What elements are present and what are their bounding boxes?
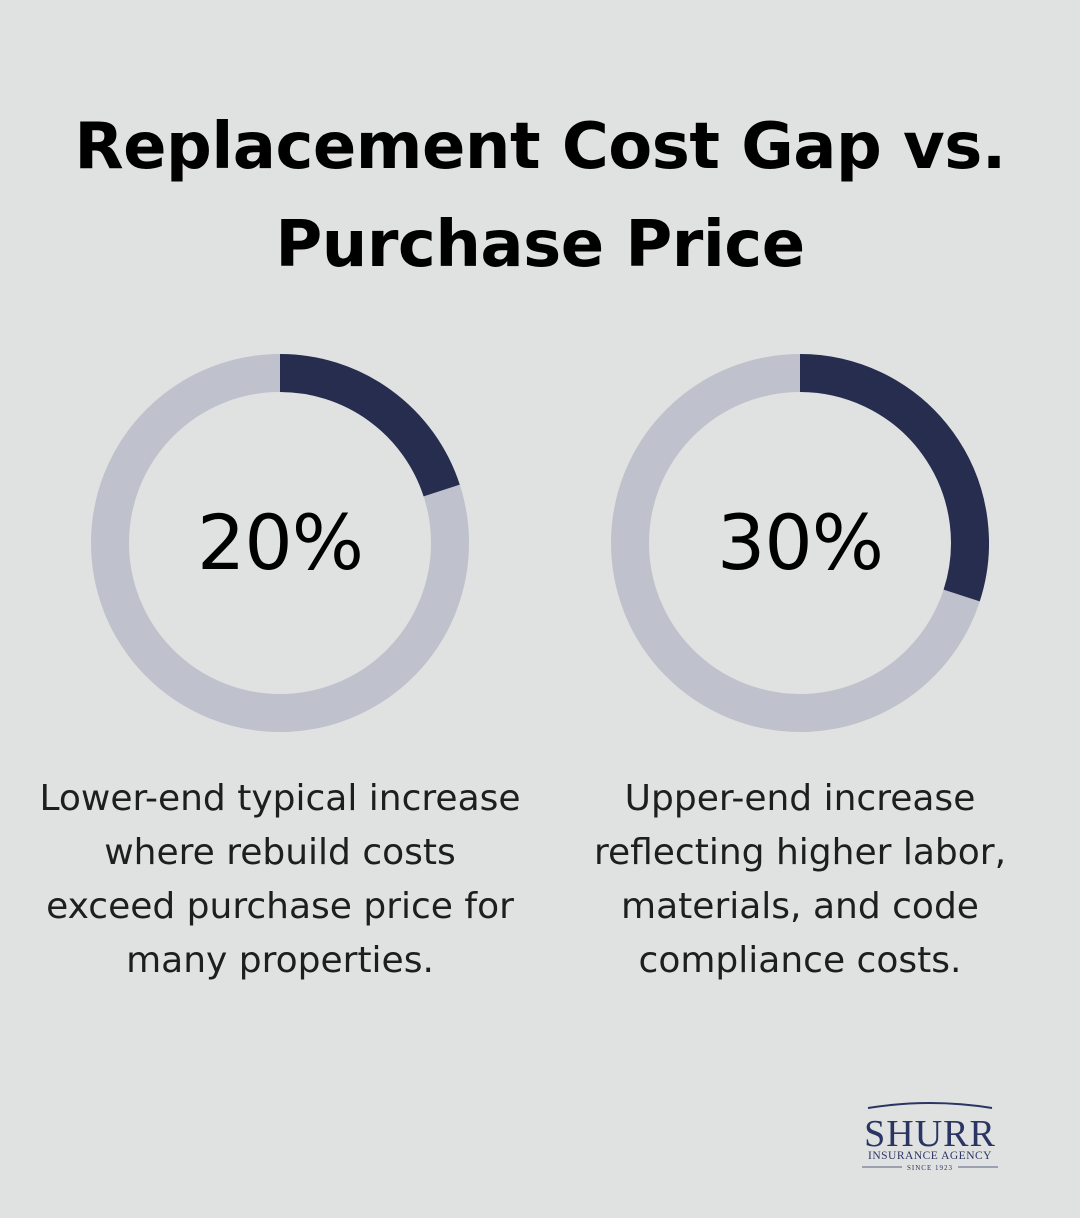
shurr-logo: SHURR INSURANCE AGENCY SINCE 1923 xyxy=(840,1096,1020,1176)
donut-1-description-line: exceed purchase price for xyxy=(46,886,514,927)
donut-2-value-label: 30% xyxy=(717,498,884,587)
donut-1-svg xyxy=(91,354,469,732)
donut-1-description-line: many properties. xyxy=(126,940,434,981)
donut-2-description-line: reflecting higher labor, xyxy=(593,832,1007,873)
donut-2-description-line: Upper-end increase xyxy=(624,778,976,819)
chart-title-line-2: Purchase Price xyxy=(275,208,805,282)
donut-1-description-line: Lower-end typical increase xyxy=(39,778,521,819)
logo-svg: SHURR INSURANCE AGENCY SINCE 1923 xyxy=(862,1102,998,1172)
donut-2-svg xyxy=(611,354,989,732)
donut-1-value-label: 20% xyxy=(197,498,364,587)
logo-name: SHURR xyxy=(864,1113,996,1155)
donut-2-description-line: compliance costs. xyxy=(638,940,962,981)
chart-title-line-1: Replacement Cost Gap vs. xyxy=(74,110,1006,184)
donut-2-description: Upper-end increase reflecting higher lab… xyxy=(550,772,1050,988)
donut-chart-1: 20% xyxy=(91,354,469,732)
donut-2-description-line: materials, and code xyxy=(621,886,979,927)
donut-1-description: Lower-end typical increase where rebuild… xyxy=(30,772,530,988)
logo-swoosh xyxy=(867,1102,993,1109)
donut-1-value-arc xyxy=(279,354,460,497)
donut-2-value-arc xyxy=(799,354,989,602)
chart-title: Replacement Cost Gap vs. Purchase Price xyxy=(40,98,1040,294)
logo-tagline: INSURANCE AGENCY xyxy=(868,1150,992,1162)
donut-chart-2: 30% xyxy=(611,354,989,732)
donut-1-description-line: where rebuild costs xyxy=(104,832,456,873)
logo-since: SINCE 1923 xyxy=(907,1164,953,1172)
